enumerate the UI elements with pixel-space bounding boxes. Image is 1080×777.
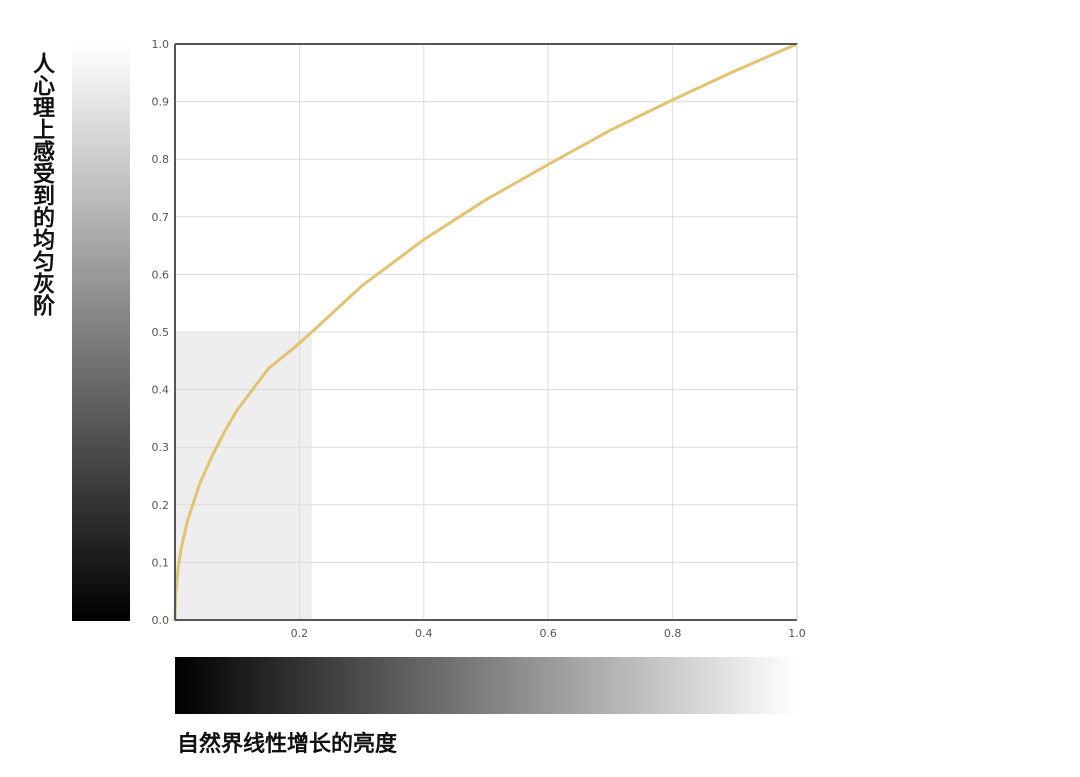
y-tick-label-9: 0.9 xyxy=(152,96,170,109)
y-tick-label-0: 0.0 xyxy=(152,614,170,627)
tick-label-layer: 0.2 0.4 0.6 0.8 1.0 0.0 0.1 0.2 0.3 0.4 0.5 0.6 0.7 0… xyxy=(152,38,806,640)
y-tick-label-7: 0.7 xyxy=(152,211,170,224)
shaded-region-0 xyxy=(175,332,312,620)
x-axis-label: 自然界线性增长的亮度 xyxy=(177,732,398,757)
x-tick-label-2: 0.6 xyxy=(539,627,557,640)
y-tick-label-2: 0.2 xyxy=(152,499,170,512)
series-line-0 xyxy=(173,42,799,622)
series-layer xyxy=(173,42,799,622)
y-tick-label-4: 0.4 xyxy=(152,384,170,397)
x-tick-label-0: 0.2 xyxy=(291,627,309,640)
y-tick-label-6: 0.6 xyxy=(152,268,170,281)
y-tick-label-8: 0.8 xyxy=(152,153,170,166)
y-tick-label-10: 1.0 xyxy=(152,38,170,51)
x-tick-label-1: 0.4 xyxy=(415,627,433,640)
y-tick-label-1: 0.1 xyxy=(152,556,170,569)
shaded-region-layer xyxy=(175,332,312,620)
x-tick-label-3: 0.8 xyxy=(664,627,682,640)
y-axis-label: 人心理上感受到的均匀灰阶 xyxy=(29,52,54,316)
y-tick-label-3: 0.3 xyxy=(152,441,170,454)
y-tick-label-5: 0.5 xyxy=(152,326,170,339)
horizontal-gray-gradient-bar xyxy=(175,657,797,714)
vertical-gray-gradient-bar xyxy=(72,44,130,621)
axes-layer xyxy=(174,43,798,621)
x-tick-label-4: 1.0 xyxy=(788,627,806,640)
